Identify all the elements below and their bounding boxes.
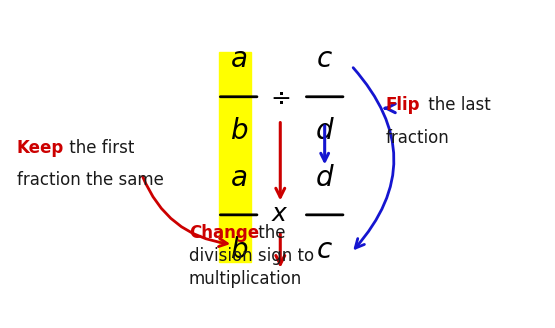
FancyArrowPatch shape [353, 68, 394, 248]
Text: $b$: $b$ [230, 118, 248, 145]
Text: $x$: $x$ [271, 203, 289, 226]
Text: $a$: $a$ [230, 46, 247, 72]
Text: $d$: $d$ [315, 165, 335, 192]
Text: $c$: $c$ [316, 237, 333, 264]
Bar [219, 52, 251, 262]
Text: $d$: $d$ [315, 118, 335, 145]
Text: fraction the same: fraction the same [17, 172, 164, 189]
Text: $c$: $c$ [316, 46, 333, 72]
Text: Change: Change [189, 224, 259, 242]
Text: Keep: Keep [17, 139, 64, 156]
Text: the: the [253, 224, 285, 242]
Text: $\div$: $\div$ [270, 85, 290, 109]
Text: Flip: Flip [386, 96, 420, 114]
Text: $a$: $a$ [230, 165, 247, 192]
Text: the first: the first [64, 139, 134, 156]
Text: multiplication: multiplication [189, 270, 302, 288]
Text: division sign to: division sign to [189, 247, 314, 265]
Text: $b$: $b$ [230, 237, 248, 264]
Text: fraction: fraction [386, 129, 450, 147]
FancyArrowPatch shape [143, 176, 227, 247]
Text: the last: the last [423, 96, 491, 114]
